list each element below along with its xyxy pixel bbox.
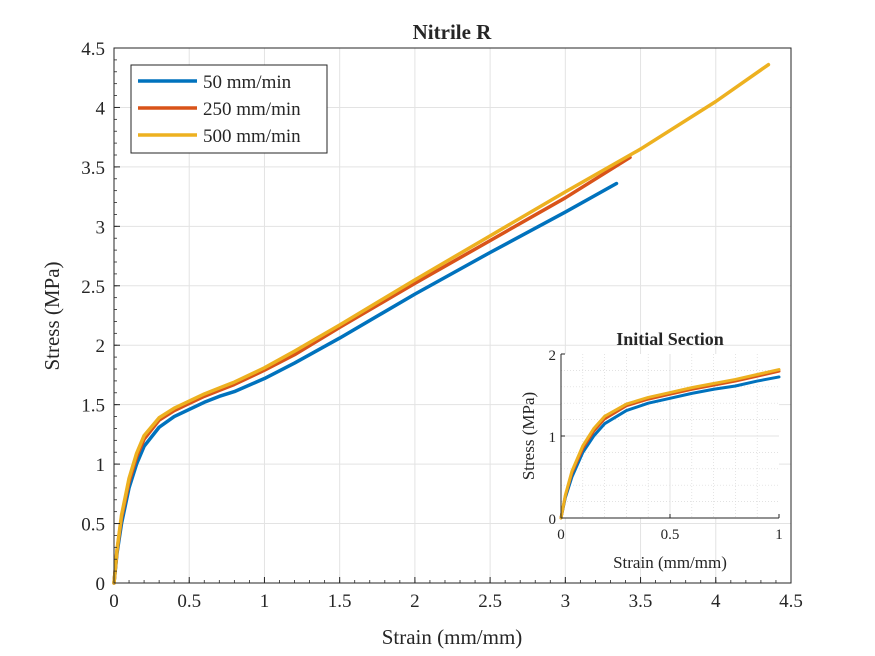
x-tick-label: 4 — [711, 591, 721, 612]
y-axis-label: Stress (MPa) — [40, 261, 64, 370]
x-tick-label: 2.5 — [478, 591, 502, 612]
x-tick-label: 3.5 — [629, 591, 653, 612]
x-tick-label: 0.5 — [177, 591, 201, 612]
inset-title: Initial Section — [616, 329, 724, 349]
x-tick-label: 1 — [775, 527, 783, 543]
inset-y-tick-labels: 0 1 2 — [549, 348, 557, 528]
main-ticks — [113, 47, 792, 584]
inset-series — [559, 368, 781, 520]
x-tick-label: 3 — [561, 591, 571, 612]
x-tick-label: 0.5 — [661, 527, 680, 543]
y-tick-label: 1.5 — [81, 396, 105, 417]
x-tick-label: 0 — [557, 527, 565, 543]
legend-label-500: 500 mm/min — [203, 126, 301, 147]
y-tick-label: 3.5 — [81, 158, 105, 179]
legend-entry-250: 250 mm/min — [138, 99, 301, 120]
y-tick-label: 0.5 — [81, 515, 105, 536]
series-line-2 — [112, 62, 771, 585]
x-tick-label: 1.5 — [328, 591, 352, 612]
inset-grid — [561, 354, 779, 518]
inset-chart: 0 0.5 1 012 Initial Section Strain (mm/mm)… — [519, 329, 783, 572]
main-axes-box — [113, 47, 792, 584]
y-tick-label: 3 — [96, 217, 106, 238]
y-tick-label: 1 — [96, 455, 106, 476]
inset-series-line-2 — [559, 368, 781, 520]
legend-label-50: 50 mm/min — [203, 72, 292, 93]
y-tick-label: 1 — [549, 430, 557, 446]
inset-y-axis-label: Stress (MPa) — [519, 392, 538, 480]
legend-entry-500: 500 mm/min — [138, 126, 301, 147]
y-tick-label: 2 — [96, 336, 106, 357]
x-tick-label: 4.5 — [779, 591, 803, 612]
main-x-tick-labels: 0 0.5 1 1.5 2 2.5 3 3.5 4 4.5 — [109, 591, 803, 612]
legend: 50 mm/min 250 mm/min 500 mm/min — [130, 64, 328, 154]
main-y-tick-labels: 0 0.5 1 1.5 2 2.5 3 3.5 4 4.5 — [81, 39, 105, 595]
x-axis-label: Strain (mm/mm) — [382, 625, 523, 649]
chart-title: Nitrile R — [413, 20, 493, 44]
inset-x-tick-labels: 0 0.5 1 — [557, 527, 783, 543]
y-tick-label: 4.5 — [81, 39, 105, 60]
y-tick-label: 0 — [96, 574, 106, 595]
legend-label-250: 250 mm/min — [203, 99, 301, 120]
legend-entry-50: 50 mm/min — [138, 72, 292, 93]
x-tick-label: 2 — [410, 591, 420, 612]
y-tick-label: 4 — [96, 98, 106, 119]
main-chart: 0 0.5 1 1.5 2 2.5 3 3.5 4 4.5 00.511.522.533.544.… — [40, 20, 803, 649]
x-tick-label: 0 — [109, 591, 119, 612]
inset-axes — [560, 353, 780, 519]
x-tick-label: 1 — [260, 591, 270, 612]
inset-x-axis-label: Strain (mm/mm) — [613, 553, 727, 572]
main-series — [112, 62, 771, 585]
y-tick-label: 2 — [549, 348, 557, 364]
inset-series-line-0 — [559, 375, 781, 520]
y-tick-label: 2.5 — [81, 277, 105, 298]
y-tick-label: 0 — [549, 512, 557, 528]
